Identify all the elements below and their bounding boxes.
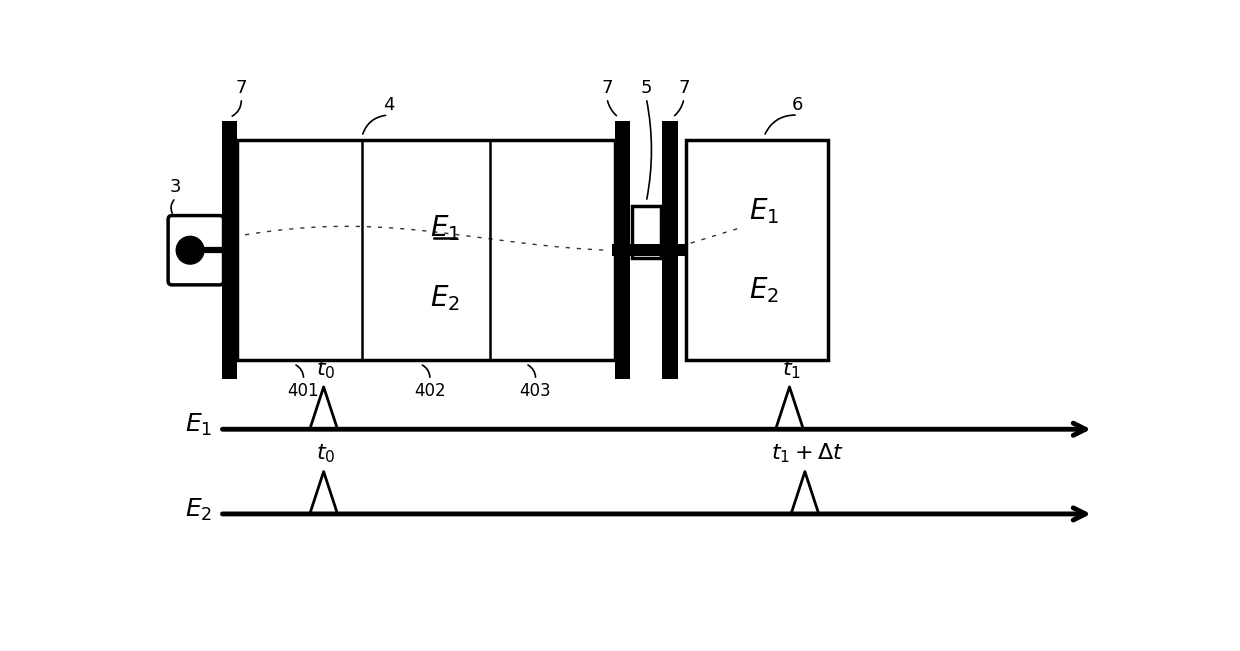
Text: $E_1$: $E_1$ xyxy=(749,196,779,226)
Text: $E_1$: $E_1$ xyxy=(185,412,212,439)
Text: 6: 6 xyxy=(792,96,804,113)
Bar xyxy=(613,244,694,256)
Text: 401: 401 xyxy=(288,381,320,400)
Text: 3: 3 xyxy=(170,178,181,197)
Text: $t_0$: $t_0$ xyxy=(316,443,336,465)
Bar xyxy=(172,219,219,281)
Text: $E_2$: $E_2$ xyxy=(185,497,212,523)
Text: 7: 7 xyxy=(236,79,247,96)
Text: 7: 7 xyxy=(601,79,613,96)
Bar xyxy=(631,206,661,258)
FancyBboxPatch shape xyxy=(169,215,223,285)
Text: $E_1$: $E_1$ xyxy=(430,214,460,243)
Text: 4: 4 xyxy=(383,96,394,113)
Bar xyxy=(662,121,678,379)
Text: 403: 403 xyxy=(520,381,552,400)
Text: 7: 7 xyxy=(678,79,689,96)
Circle shape xyxy=(176,236,203,264)
Text: $E_2$: $E_2$ xyxy=(749,275,779,305)
Text: $t_1$: $t_1$ xyxy=(782,358,801,381)
Text: $t_0$: $t_0$ xyxy=(316,358,336,381)
Bar xyxy=(686,141,828,360)
Bar xyxy=(615,121,630,379)
Text: $E_2$: $E_2$ xyxy=(430,284,460,313)
Bar xyxy=(222,121,237,379)
Text: 5: 5 xyxy=(641,79,652,96)
Text: $t_1 + \Delta t$: $t_1 + \Delta t$ xyxy=(770,442,843,465)
Bar xyxy=(237,141,615,360)
Text: 402: 402 xyxy=(414,381,445,400)
